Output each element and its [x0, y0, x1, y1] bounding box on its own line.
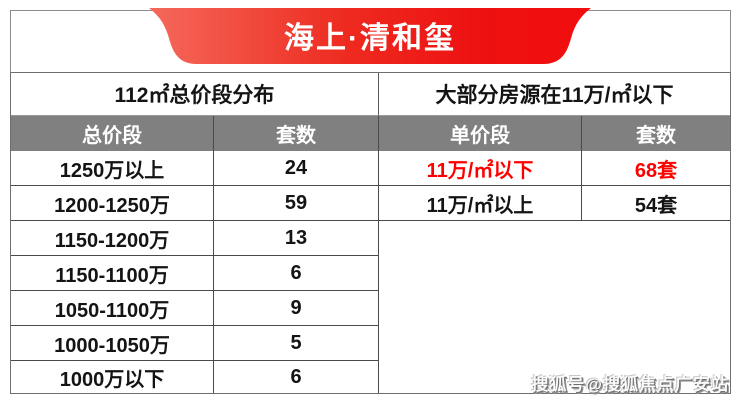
table-cell-range: 1000-1050万 — [11, 326, 214, 361]
table-cell-range: 1000万以下 — [11, 361, 214, 393]
table-cell-count: 6 — [214, 361, 379, 393]
table-cell-count: 5 — [214, 326, 379, 361]
table-cell-count: 54套 — [582, 186, 730, 221]
right-header-count: 套数 — [582, 116, 730, 151]
table-cell-range: 1150-1100万 — [11, 256, 214, 291]
price-tables: 112㎡总价段分布 大部分房源在11万/㎡以下 总价段 套数 单价段 套数 12… — [10, 72, 731, 394]
left-header-range: 总价段 — [11, 116, 214, 151]
watermark: 搜狐号@搜狐焦点广安站 — [531, 375, 729, 394]
table-cell-range: 1050-1100万 — [11, 291, 214, 326]
table-cell-count-highlight: 68套 — [582, 151, 730, 186]
table-cell-range: 1250万以上 — [11, 151, 214, 186]
table-cell-range: 1200-1250万 — [11, 186, 214, 221]
table-cell-count: 13 — [214, 221, 379, 256]
ribbon-shape-graphic — [149, 8, 591, 64]
empty-cell — [379, 221, 730, 393]
page-title: 海上·清和玺 — [284, 22, 456, 55]
title-ribbon: 海上·清和玺 — [145, 8, 595, 64]
table-cell-count: 24 — [214, 151, 379, 186]
left-header-count: 套数 — [214, 116, 379, 151]
table-cell-range: 11万/㎡以上 — [379, 186, 582, 221]
table-cell-count: 9 — [214, 291, 379, 326]
right-header-range: 单价段 — [379, 116, 582, 151]
table-cell-range: 1150-1200万 — [11, 221, 214, 256]
table-cell-range-highlight: 11万/㎡以下 — [379, 151, 582, 186]
table-cell-count: 59 — [214, 186, 379, 221]
left-table-title: 112㎡总价段分布 — [11, 73, 379, 116]
table-cell-count: 6 — [214, 256, 379, 291]
right-table-title: 大部分房源在11万/㎡以下 — [379, 73, 730, 116]
